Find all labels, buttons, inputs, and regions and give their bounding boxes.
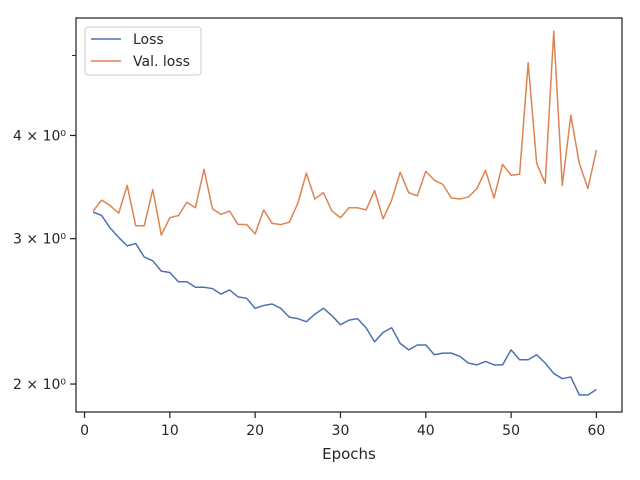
series-line-loss (92, 211, 597, 396)
plot-area (75, 17, 623, 413)
x-tick-label: 20 (246, 423, 264, 439)
y-axis: 2 × 10⁰ 3 × 10⁰ 4 × 10⁰ (13, 54, 76, 393)
legend-label-loss: Loss (133, 32, 164, 48)
x-tick-label: 30 (332, 423, 350, 439)
series-line-val-loss (92, 30, 598, 236)
y-tick-label: 4 × 10⁰ (13, 128, 66, 144)
legend: Loss Val. loss (84, 26, 202, 76)
x-tick-label: 0 (80, 423, 89, 439)
x-axis-label: Epochs (322, 445, 376, 463)
x-axis: 0 10 20 30 40 50 60 (80, 412, 605, 439)
x-tick-label: 40 (417, 423, 435, 439)
legend-label-val-loss: Val. loss (133, 54, 190, 70)
x-tick-label: 10 (161, 423, 179, 439)
x-tick-label: 50 (502, 423, 520, 439)
x-tick-label: 60 (587, 423, 605, 439)
series-layer (92, 30, 598, 396)
y-tick-label: 2 × 10⁰ (13, 377, 66, 393)
y-tick-label: 3 × 10⁰ (13, 232, 66, 248)
